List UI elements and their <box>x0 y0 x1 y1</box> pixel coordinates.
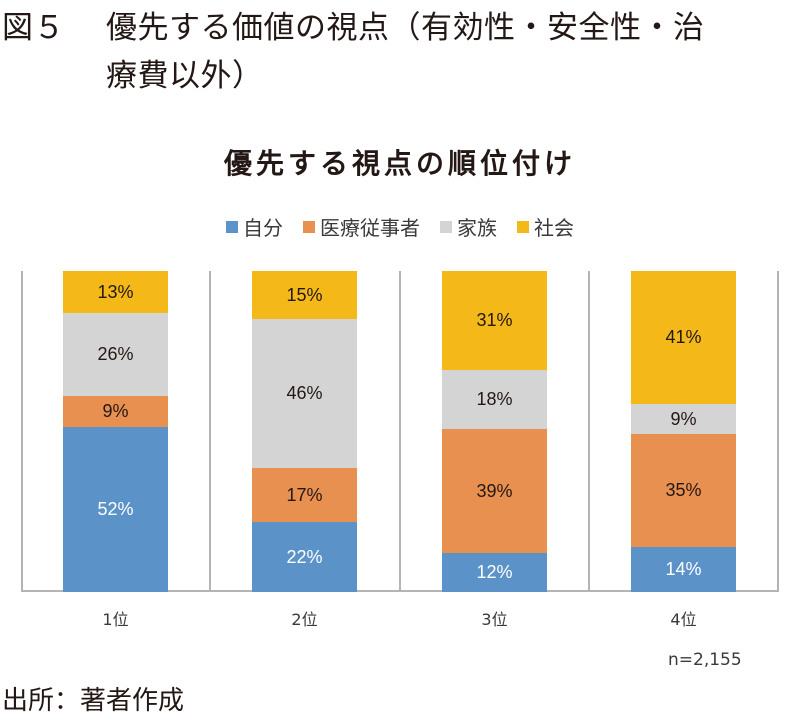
bar-segment-medical: 17% <box>252 468 357 522</box>
divider <box>588 271 590 592</box>
source-note: 出所：著者作成 <box>2 686 185 716</box>
axis-left <box>21 271 23 592</box>
bar-segment-self: 14% <box>631 547 736 592</box>
bar-segment-self: 22% <box>252 522 357 592</box>
x-tick-label: 3位 <box>481 610 508 629</box>
bar-segment-medical: 9% <box>63 396 168 427</box>
bar-segment-family: 26% <box>63 313 168 396</box>
chart-title: 優先する視点の順位付け <box>223 147 576 180</box>
axis-right <box>777 271 779 592</box>
legend-label: 社会 <box>534 216 574 240</box>
bar-rank-2: 22% 17% 46% 15% <box>252 271 357 592</box>
legend: 自分 医療従事者 家族 社会 <box>0 212 800 241</box>
legend-swatch-family <box>440 220 452 233</box>
figure-number: 図５ <box>2 10 65 46</box>
legend-swatch-self <box>226 220 238 233</box>
divider <box>209 271 211 592</box>
bar-segment-society: 15% <box>252 271 357 319</box>
figure-title-line1: 優先する価値の視点（有効性・安全性・治 <box>106 10 705 46</box>
bar-segment-society: 13% <box>63 271 168 313</box>
bar-rank-3: 12% 39% 18% 31% <box>442 271 547 592</box>
bar-segment-society: 41% <box>631 271 736 404</box>
legend-label: 自分 <box>243 216 283 240</box>
bar-segment-self: 12% <box>442 553 547 592</box>
sample-size-note: n=2,155 <box>668 650 742 670</box>
bar-segment-family: 9% <box>631 404 736 434</box>
divider <box>399 271 401 592</box>
x-tick-label: 2位 <box>291 610 318 629</box>
figure-title-line2: 療費以外） <box>106 58 264 94</box>
bar-segment-medical: 39% <box>442 429 547 553</box>
plot-area: 52% 9% 26% 13% 22% 17% 46% 15% 12% 39% 1… <box>21 271 779 592</box>
legend-swatch-society <box>517 220 529 233</box>
x-tick-label: 1位 <box>102 610 129 629</box>
x-tick-label: 4位 <box>670 610 697 629</box>
legend-item-medical: 医療従事者 <box>303 212 420 241</box>
figure-title: 図５ 優先する価値の視点（有効性・安全性・治 療費以外） <box>2 4 800 100</box>
legend-swatch-medical <box>303 220 315 233</box>
legend-label: 医療従事者 <box>320 216 420 240</box>
bar-rank-1: 52% 9% 26% 13% <box>63 271 168 592</box>
legend-item-society: 社会 <box>517 212 574 241</box>
legend-item-family: 家族 <box>440 212 497 241</box>
bar-segment-self: 52% <box>63 427 168 592</box>
bar-segment-society: 31% <box>442 271 547 370</box>
axis-bottom <box>21 590 778 592</box>
bar-segment-family: 46% <box>252 319 357 468</box>
legend-label: 家族 <box>457 216 497 240</box>
bar-segment-medical: 35% <box>631 434 736 547</box>
bar-segment-family: 18% <box>442 370 547 429</box>
legend-item-self: 自分 <box>226 212 283 241</box>
bar-rank-4: 14% 35% 9% 41% <box>631 271 736 592</box>
